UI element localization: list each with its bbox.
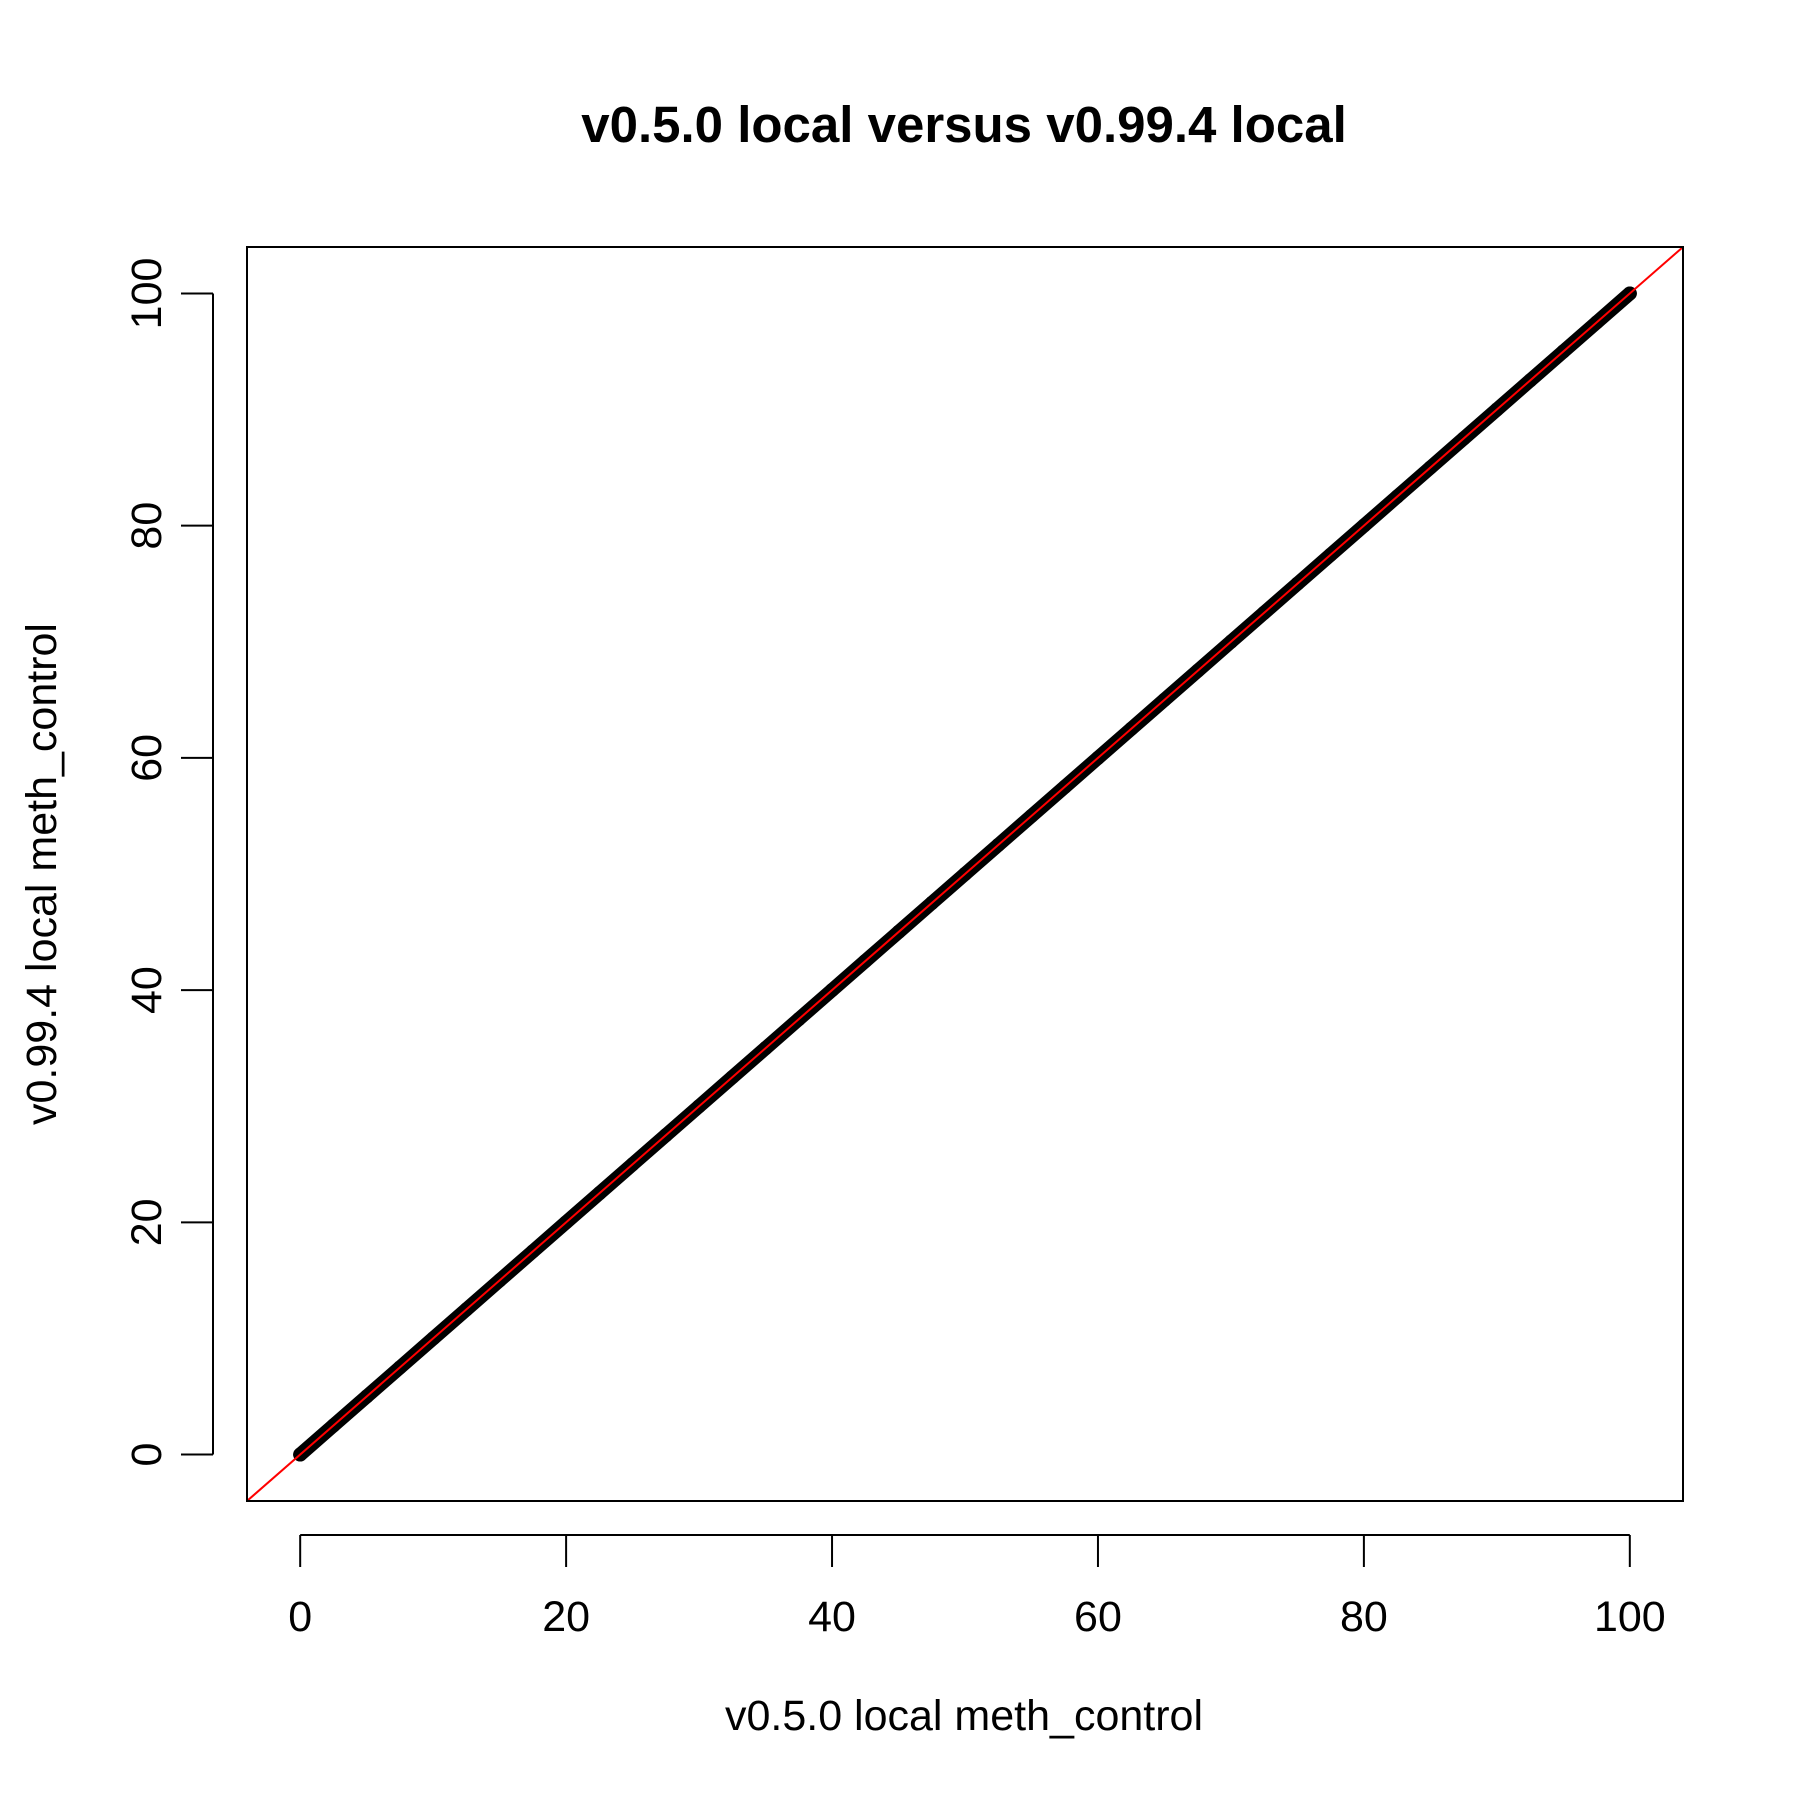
- y-axis: 0 20 40 60 80 100: [123, 258, 214, 1467]
- x-tick-label: 40: [808, 1593, 856, 1641]
- x-tick-label: 20: [542, 1593, 590, 1641]
- reference-line: [247, 247, 1683, 1501]
- x-tick-label: 100: [1594, 1593, 1666, 1641]
- x-tick-label: 80: [1340, 1593, 1388, 1641]
- y-tick-label: 100: [123, 258, 171, 330]
- x-axis: 0 20 40 60 80 100: [288, 1534, 1666, 1641]
- y-tick-label: 60: [123, 734, 171, 782]
- chart-title: v0.5.0 local versus v0.99.4 local: [581, 96, 1347, 153]
- x-tick-label: 0: [288, 1593, 312, 1641]
- plot-area: [247, 247, 1683, 1501]
- y-tick-label: 20: [123, 1198, 171, 1246]
- plot-border: [246, 246, 1684, 1502]
- x-axis-label: v0.5.0 local meth_control: [725, 1692, 1203, 1740]
- y-tick-label: 0: [123, 1443, 171, 1467]
- y-axis-label: v0.99.4 local meth_control: [18, 623, 66, 1125]
- y-tick-label: 40: [123, 966, 171, 1014]
- x-tick-label: 60: [1074, 1593, 1122, 1641]
- y-tick-label: 80: [123, 502, 171, 550]
